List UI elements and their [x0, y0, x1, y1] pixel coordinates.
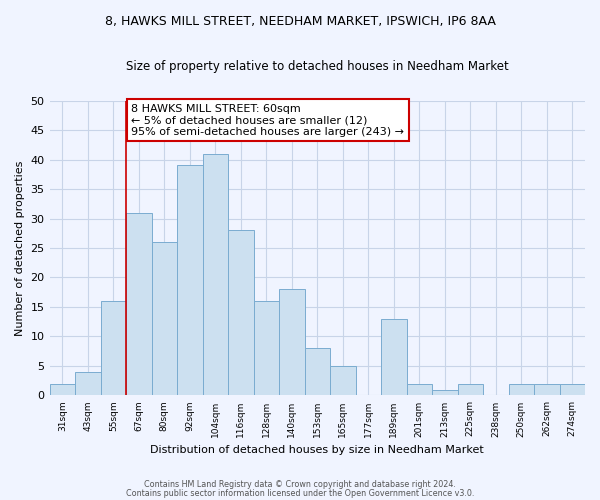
Bar — [407, 384, 432, 396]
Bar — [432, 390, 458, 396]
Bar — [509, 384, 534, 396]
Bar — [228, 230, 254, 396]
Text: Contains public sector information licensed under the Open Government Licence v3: Contains public sector information licen… — [126, 488, 474, 498]
Bar — [50, 384, 75, 396]
Bar — [75, 372, 101, 396]
Bar — [560, 384, 585, 396]
Bar — [330, 366, 356, 396]
Bar — [152, 242, 177, 396]
Bar — [279, 290, 305, 396]
Bar — [101, 301, 126, 396]
X-axis label: Distribution of detached houses by size in Needham Market: Distribution of detached houses by size … — [151, 445, 484, 455]
Bar — [458, 384, 483, 396]
Bar — [177, 166, 203, 396]
Text: 8 HAWKS MILL STREET: 60sqm
← 5% of detached houses are smaller (12)
95% of semi-: 8 HAWKS MILL STREET: 60sqm ← 5% of detac… — [131, 104, 404, 136]
Bar — [305, 348, 330, 396]
Bar — [126, 212, 152, 396]
Title: Size of property relative to detached houses in Needham Market: Size of property relative to detached ho… — [126, 60, 509, 73]
Text: Contains HM Land Registry data © Crown copyright and database right 2024.: Contains HM Land Registry data © Crown c… — [144, 480, 456, 489]
Bar — [203, 154, 228, 396]
Text: 8, HAWKS MILL STREET, NEEDHAM MARKET, IPSWICH, IP6 8AA: 8, HAWKS MILL STREET, NEEDHAM MARKET, IP… — [104, 15, 496, 28]
Bar — [534, 384, 560, 396]
Bar — [254, 301, 279, 396]
Bar — [381, 319, 407, 396]
Y-axis label: Number of detached properties: Number of detached properties — [15, 160, 25, 336]
